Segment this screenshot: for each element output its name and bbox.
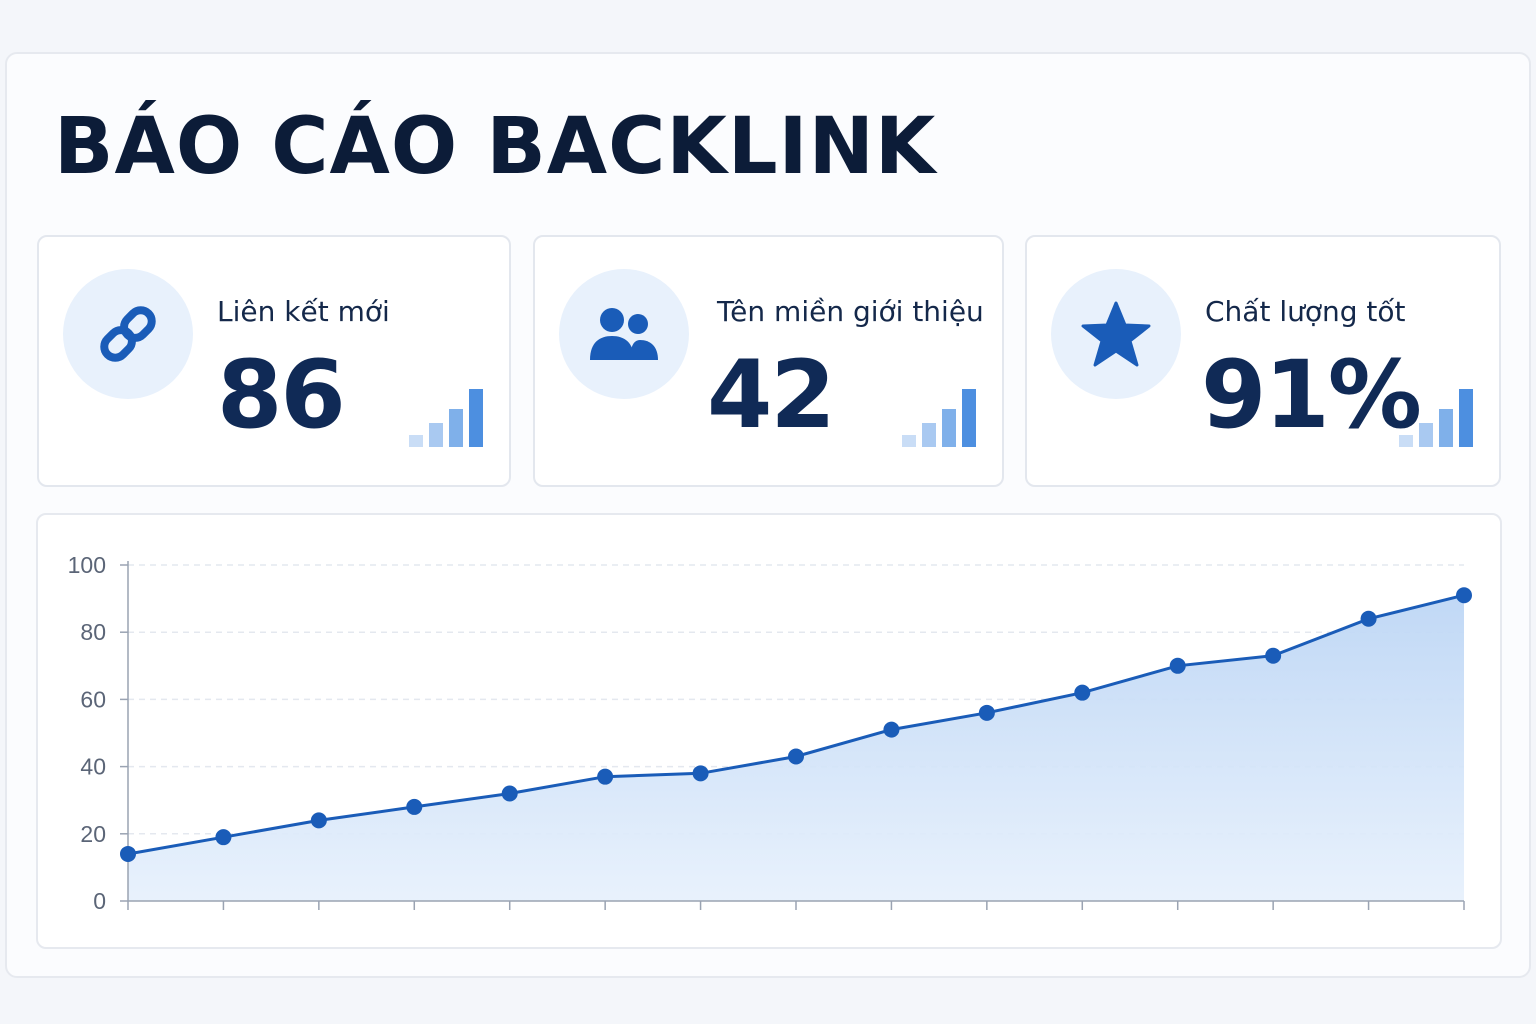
- data-point[interactable]: [1169, 657, 1186, 674]
- stat-value: 91%: [1201, 341, 1422, 450]
- link-icon: [100, 306, 156, 362]
- stat-label: Tên miền giới thiệu: [717, 295, 984, 328]
- users-icon-circle: [559, 269, 689, 399]
- y-tick-label: 40: [80, 754, 106, 780]
- link-icon-circle: [63, 269, 193, 399]
- data-point[interactable]: [597, 768, 614, 785]
- data-point[interactable]: [788, 748, 804, 765]
- data-point[interactable]: [692, 765, 709, 782]
- stat-label: Chất lượng tốt: [1205, 295, 1406, 328]
- bar-signal-icon: [409, 387, 485, 447]
- data-point[interactable]: [310, 812, 327, 829]
- data-point[interactable]: [1360, 610, 1377, 627]
- users-icon: [590, 308, 658, 360]
- data-point[interactable]: [978, 704, 995, 721]
- star-icon-circle: [1051, 269, 1181, 399]
- stat-card-good-quality[interactable]: Chất lượng tốt 91%: [1025, 235, 1501, 487]
- backlink-area-chart: 0 20 40 60 80 100: [68, 552, 1472, 914]
- y-tick-label: 80: [80, 619, 106, 645]
- data-point[interactable]: [406, 798, 423, 815]
- data-point[interactable]: [120, 845, 136, 862]
- stat-value: 86: [217, 341, 346, 450]
- stat-card-new-links[interactable]: Liên kết mới 86: [37, 235, 511, 487]
- y-tick-label: 20: [80, 821, 106, 847]
- star-icon: [1081, 301, 1151, 367]
- y-tick-label: 100: [68, 552, 106, 578]
- data-point[interactable]: [1265, 647, 1282, 664]
- series-area: [128, 595, 1464, 901]
- stat-card-referring-domains[interactable]: Tên miền giới thiệu 42: [533, 235, 1004, 487]
- y-tick-label: 60: [80, 686, 106, 712]
- data-point[interactable]: [215, 829, 232, 846]
- data-point[interactable]: [1456, 587, 1472, 604]
- page-title: BÁO CÁO BACKLINK: [54, 102, 937, 192]
- stat-value: 42: [707, 341, 836, 450]
- data-point[interactable]: [501, 785, 518, 802]
- chart-container: 0 20 40 60 80 100: [36, 513, 1502, 949]
- bar-signal-icon: [902, 387, 978, 447]
- y-tick-label: 0: [93, 888, 106, 914]
- bar-signal-icon: [1399, 387, 1475, 447]
- data-point[interactable]: [883, 721, 900, 738]
- data-point[interactable]: [1074, 684, 1091, 701]
- stat-label: Liên kết mới: [217, 295, 390, 328]
